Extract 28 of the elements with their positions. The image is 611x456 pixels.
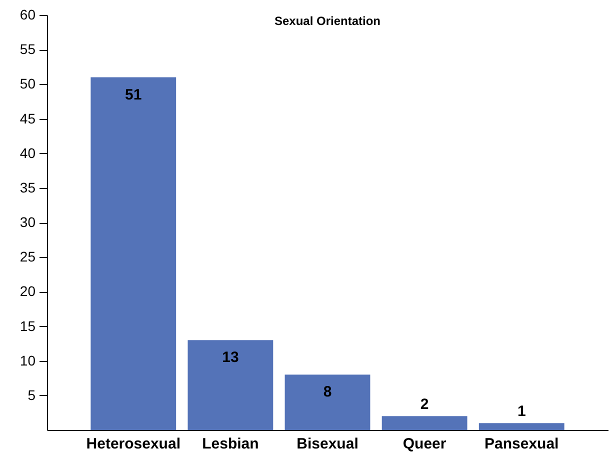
y-tick-label: 30 (20, 214, 36, 230)
x-tick-label: Bisexual (296, 436, 358, 452)
y-tick-label: 50 (20, 76, 36, 92)
data-label: 51 (125, 86, 142, 104)
x-tick-label: Heterosexual (86, 436, 180, 452)
y-tick-label: 15 (20, 318, 36, 334)
data-label: 13 (222, 349, 239, 366)
y-tick-label: 25 (20, 248, 36, 265)
y-tick-label: 55 (20, 41, 36, 58)
y-tick-label: 10 (20, 352, 36, 368)
data-label: 2 (420, 396, 429, 414)
bar (188, 340, 274, 430)
x-tick-label: Pansexual (484, 436, 559, 452)
y-tick-label: 40 (20, 144, 36, 161)
y-tick-label: 5 (28, 386, 36, 403)
bar (90, 77, 176, 430)
bar (284, 374, 370, 430)
y-tick-label: 20 (20, 283, 36, 300)
y-tick-label: 45 (20, 110, 36, 126)
bar (382, 416, 468, 430)
data-label: 8 (323, 384, 332, 401)
x-tick-label: Lesbian (202, 436, 259, 452)
y-tick-label: 60 (20, 6, 36, 22)
x-tick-label: Queer (402, 436, 446, 452)
data-label: 1 (517, 403, 526, 420)
chart-title: Sexual Orientation (274, 14, 381, 28)
y-tick-label: 35 (20, 179, 36, 196)
bar (478, 423, 564, 430)
